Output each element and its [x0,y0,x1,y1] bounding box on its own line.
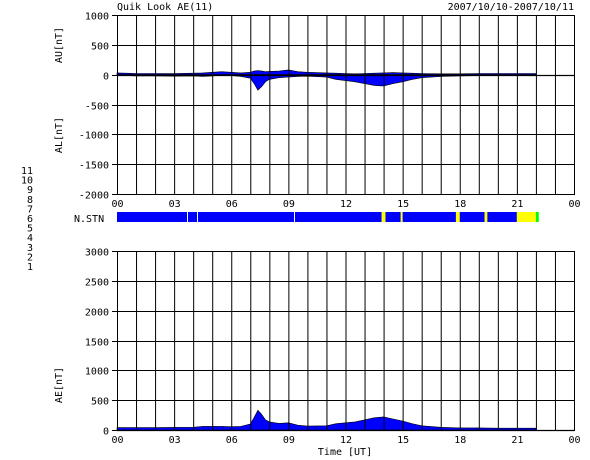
station-bar-segment [535,212,539,222]
ae-xtick-label: 21 [511,435,523,446]
al-axis-label: AL[nT] [54,117,65,153]
ae-ytick-label: 0 [103,427,109,438]
legend-station-10: 10 [21,176,33,187]
ae-xtick-label: 15 [397,435,409,446]
station-bar-label: N.STN [74,214,104,225]
ae-xtick-label: 09 [283,435,295,446]
ae-ytick-label: 2500 [85,278,109,289]
au-al-ytick-label: -1000 [79,131,109,142]
au-al-xtick-label: 21 [511,199,523,210]
au-al-series-1 [116,74,537,91]
legend-station-9: 9 [27,185,33,196]
au-al-xtick-label: 18 [454,199,466,210]
legend-station-2: 2 [27,252,33,263]
au-al-xtick-label: 06 [226,199,238,210]
au-al-xtick-label: 12 [340,199,352,210]
station-count-bar: N.STN [74,212,539,225]
legend-station-5: 5 [27,224,33,235]
au-al-xtick-label: 00 [111,199,123,210]
x-axis-title: Time [UT] [318,447,372,458]
au-al-xtick-label: 03 [169,199,181,210]
ae-axis-label: AE[nT] [54,367,65,403]
au-al-series-0 [116,69,537,75]
au-al-ytick-label: 500 [91,42,109,53]
legend-station-3: 3 [27,243,33,254]
station-bar-segment [459,212,485,222]
date-range: 2007/10/10-2007/10/11 [448,2,574,13]
au-al-ytick-label: 1000 [85,12,109,23]
au-al-xtick-label: 09 [283,199,295,210]
ae-xtick-label: 03 [169,435,181,446]
ae-ytick-label: 2000 [85,308,109,319]
ae-xtick-label: 18 [454,435,466,446]
legend-station-6: 6 [27,214,33,225]
legend-station-1: 1 [27,262,33,273]
ae-series-0 [116,409,537,431]
station-bar-segment [385,212,401,222]
station-bar-segment [455,212,460,222]
ae-ytick-label: 500 [91,397,109,408]
au-axis-label: AU[nT] [54,27,65,63]
ae-ytick-label: 3000 [85,248,109,259]
au-al-ytick-label: -1500 [79,161,109,172]
au-al-ytick-label: -2000 [79,191,109,202]
au-al-frame [117,15,575,195]
au-al-xtick-label: 15 [397,199,409,210]
station-bar-segment [381,212,386,222]
legend-station-8: 8 [27,195,33,206]
au-al-xtick-label: 00 [568,199,580,210]
station-bar-segment [484,212,488,222]
ae-xtick-label: 00 [568,435,580,446]
legend-station-7: 7 [27,204,33,215]
ae-ytick-label: 1500 [85,338,109,349]
chart-title: Quik Look AE(11) [117,2,213,13]
station-bar-segment [400,212,403,222]
ae-xtick-label: 12 [340,435,352,446]
au-al-ytick-label: 0 [103,72,109,83]
ae-xtick-label: 00 [111,435,123,446]
legend-station-4: 4 [27,233,33,244]
station-bar-segment [487,212,517,222]
ae-frame [117,251,575,431]
au-al-ytick-label: -500 [85,102,109,113]
station-bar-segment [516,212,536,222]
ae-ytick-label: 1000 [85,367,109,378]
legend-station-11: 11 [21,166,33,177]
station-bar-segment [402,212,456,222]
ae-xtick-label: 06 [226,435,238,446]
station-bar-segment [117,212,382,222]
